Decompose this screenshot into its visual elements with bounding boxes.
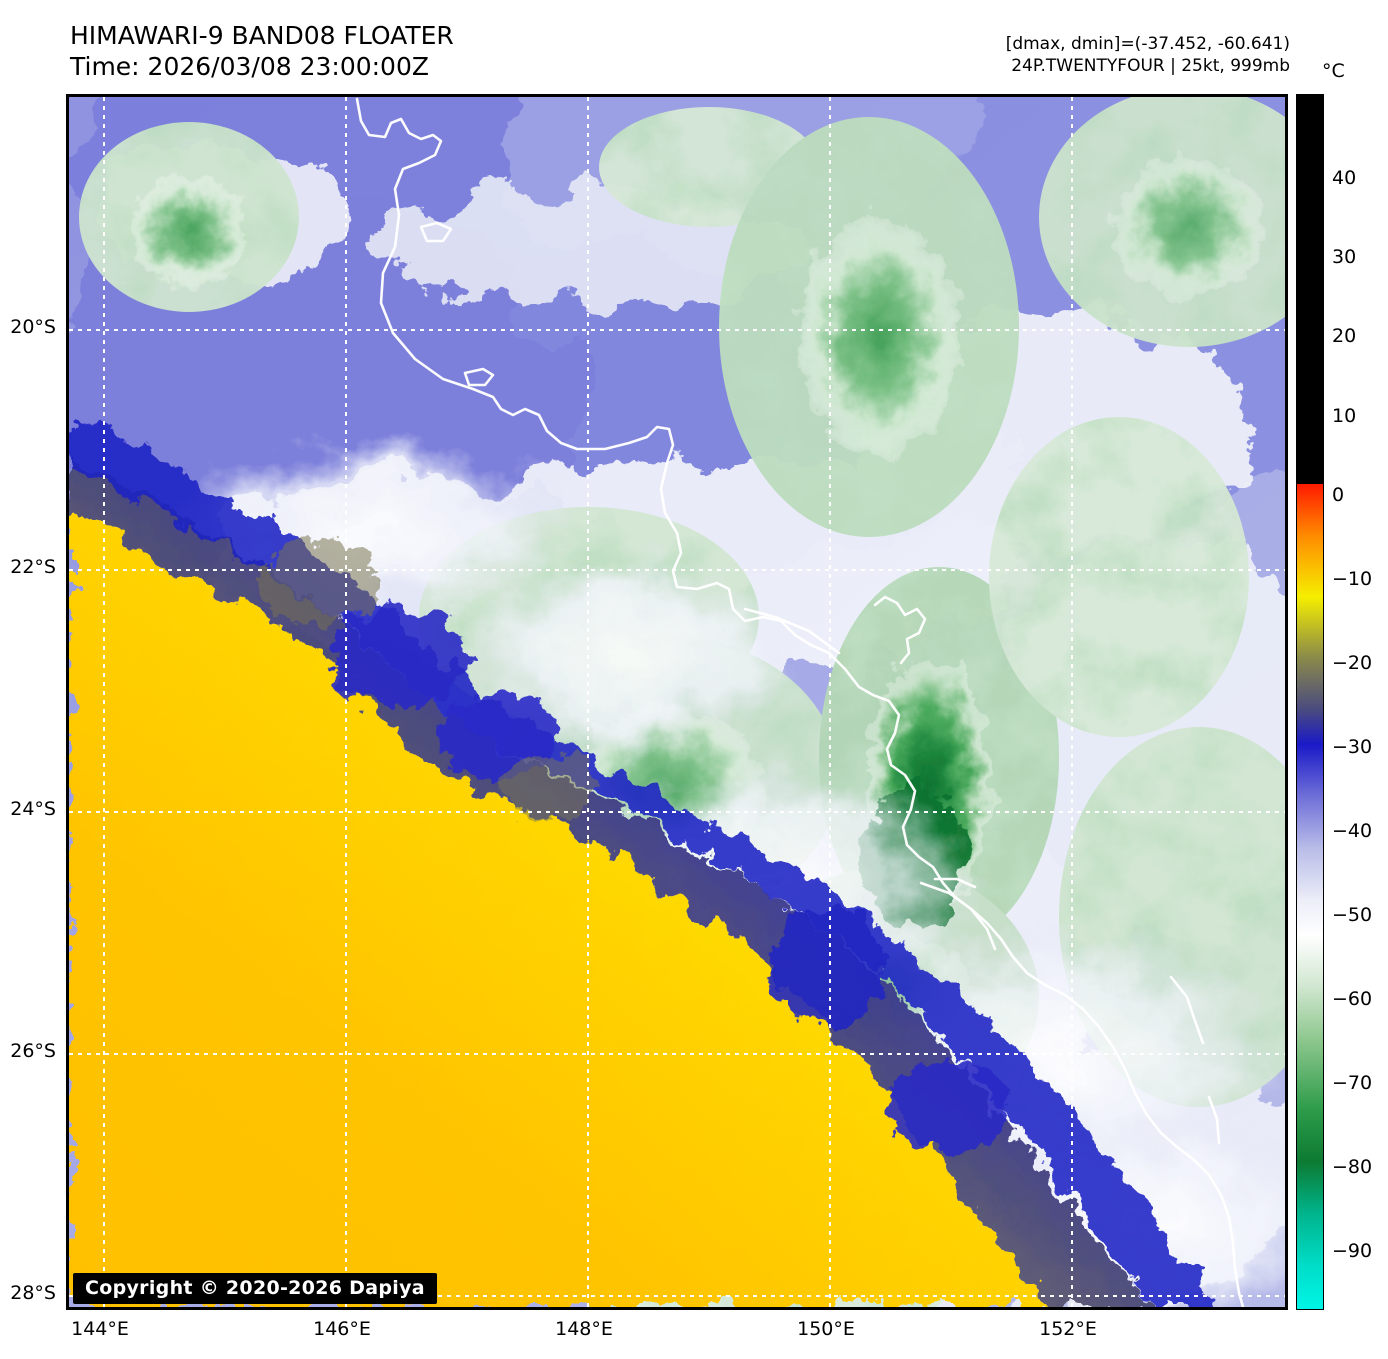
- satellite-imagery-canvas: [69, 97, 1285, 1307]
- y-axis-tick-20S: 20°S: [10, 316, 56, 338]
- colorbar-gradient: [1297, 484, 1323, 1309]
- y-axis-tick-26S: 26°S: [10, 1040, 56, 1062]
- colorbar-tick-m50: −50: [1332, 904, 1373, 926]
- colorbar-tick-m40: −40: [1332, 820, 1373, 842]
- colorbar-tick-m70: −70: [1332, 1072, 1373, 1094]
- data-range-label: [dmax, dmin]=(-37.452, -60.641): [1005, 34, 1290, 54]
- x-axis-tick-148E: 148°E: [555, 1318, 613, 1340]
- storm-info-label: 24P.TWENTYFOUR | 25kt, 999mb: [1011, 56, 1290, 76]
- colorbar-tick-m90: −90: [1332, 1240, 1373, 1262]
- header-title-block: HIMAWARI-9 BAND08 FLOATER Time: 2026/03/…: [70, 20, 454, 82]
- colorbar-tick-m80: −80: [1332, 1156, 1373, 1178]
- colorbar-tick-20: 20: [1332, 325, 1357, 347]
- y-axis-tick-22S: 22°S: [10, 556, 56, 578]
- x-axis-tick-144E: 144°E: [71, 1318, 129, 1340]
- y-axis-tick-24S: 24°S: [10, 798, 56, 820]
- page-title: HIMAWARI-9 BAND08 FLOATER: [70, 21, 454, 50]
- colorbar-tick-m30: −30: [1332, 736, 1373, 758]
- header-meta-block: [dmax, dmin]=(-37.452, -60.641) 24P.TWEN…: [1006, 33, 1290, 77]
- colorbar-tick-0: 0: [1332, 484, 1345, 506]
- y-axis-tick-28S: 28°S: [10, 1282, 56, 1304]
- timestamp-label: Time: 2026/03/08 23:00:00Z: [70, 52, 429, 81]
- x-axis-tick-150E: 150°E: [797, 1318, 855, 1340]
- colorbar-tick-m10: −10: [1332, 568, 1373, 590]
- colorbar-tick-m20: −20: [1332, 652, 1373, 674]
- copyright-banner: Copyright © 2020-2026 Dapiya: [73, 1273, 437, 1304]
- x-axis-tick-152E: 152°E: [1039, 1318, 1097, 1340]
- colorbar-unit-label: °C: [1322, 60, 1345, 82]
- temperature-colorbar[interactable]: [1296, 94, 1324, 1310]
- colorbar-tick-10: 10: [1332, 405, 1357, 427]
- x-axis-tick-146E: 146°E: [313, 1318, 371, 1340]
- colorbar-tick-40: 40: [1332, 167, 1357, 189]
- colorbar-tick-m60: −60: [1332, 988, 1373, 1010]
- satellite-image-plot[interactable]: Copyright © 2020-2026 Dapiya: [66, 94, 1288, 1310]
- colorbar-tick-30: 30: [1332, 246, 1357, 268]
- colorbar-over-range-black: [1297, 95, 1323, 485]
